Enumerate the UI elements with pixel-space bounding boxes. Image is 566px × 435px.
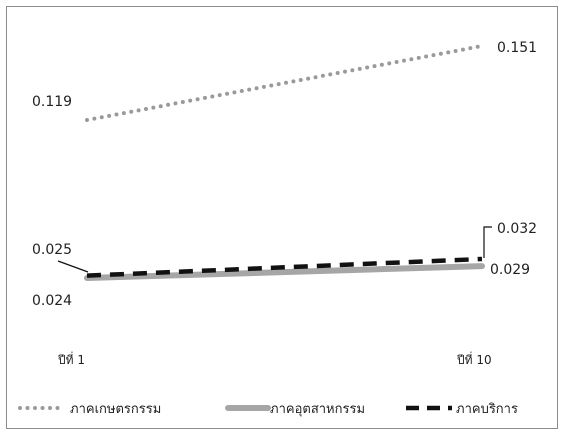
legend-label-1: ภาคอุตสาหกรรม [270, 402, 365, 417]
legend-label-2: ภาคบริการ [456, 402, 518, 417]
data-label-1-0: 0.024 [32, 293, 72, 309]
series-line-2 [86, 256, 483, 278]
chart-frame [6, 6, 558, 429]
legend-label-0: ภาคเกษตรกรรม [70, 402, 161, 417]
x-tick-label-1: ปีที่ 10 [456, 351, 491, 367]
series-line-0 [85, 44, 484, 122]
x-tick-label-0: ปีที่ 1 [57, 351, 85, 367]
series-layer [84, 44, 485, 281]
leader-line-end [483, 226, 492, 258]
data-label-2-0: 0.025 [32, 242, 72, 258]
label-layer: 0.119 0.151 0.024 0.029 0.025 0.032 [32, 40, 537, 309]
legend: ภาคเกษตรกรรม ภาคอุตสาหกรรม ภาคบริการ [18, 402, 518, 417]
data-label-2-1: 0.032 [497, 221, 537, 237]
data-label-0-1: 0.151 [497, 40, 537, 56]
data-label-0-0: 0.119 [32, 94, 72, 110]
series-line-1 [84, 263, 485, 281]
data-label-1-1: 0.029 [490, 262, 530, 278]
leader-line-start [57, 260, 89, 273]
tick-layer: ปีที่ 1 ปีที่ 10 [57, 351, 491, 367]
